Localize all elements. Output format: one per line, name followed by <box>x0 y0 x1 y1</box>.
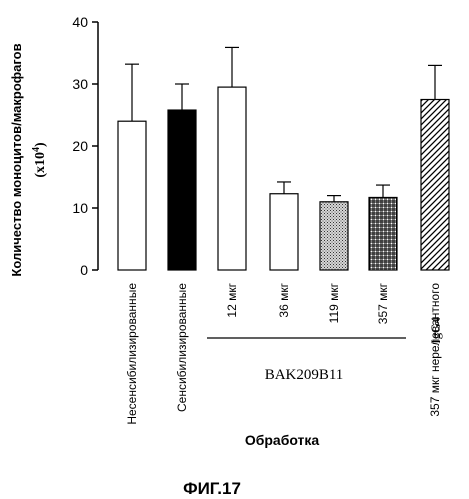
figure-label: ФИГ.17 <box>183 479 241 498</box>
bar <box>118 121 146 270</box>
bar <box>218 87 246 270</box>
y-tick-label: 20 <box>72 138 88 154</box>
category-label: 357 мкг нерелевантного <box>428 283 442 417</box>
bar <box>421 100 449 271</box>
bar <box>369 197 397 270</box>
category-label: 357 мкг <box>376 282 390 324</box>
y-tick-label: 40 <box>72 14 88 30</box>
bar <box>320 202 348 270</box>
axes: 0 10 20 30 40 <box>72 14 98 278</box>
category-label: 36 мкг <box>277 282 291 317</box>
y-tick-label: 0 <box>80 262 88 278</box>
y-axis-unit: (x104) <box>31 142 49 178</box>
category-label: Несенсибилизированные <box>125 283 139 425</box>
bar <box>270 194 298 270</box>
y-axis-unit-prefix: (x10 <box>33 152 48 178</box>
y-tick-label: 10 <box>72 200 88 216</box>
category-label: 12 мкг <box>225 282 239 317</box>
labels: Несенсибилизированные Сенсибилизированные… <box>125 282 443 424</box>
bars <box>118 47 449 270</box>
group-label: BAK209B11 <box>265 367 344 383</box>
y-axis-title: Количество моноцитов/макрофагов <box>9 43 24 276</box>
category-label-extra: IgG4 <box>428 317 443 344</box>
category-label: 119 мкг <box>327 282 341 323</box>
y-axis-unit-suffix: ) <box>33 142 48 147</box>
category-label: Сенсибилизированные <box>175 283 189 412</box>
y-tick-label: 30 <box>72 76 88 92</box>
x-axis-title: Обработка <box>245 432 320 448</box>
bar <box>168 110 196 270</box>
